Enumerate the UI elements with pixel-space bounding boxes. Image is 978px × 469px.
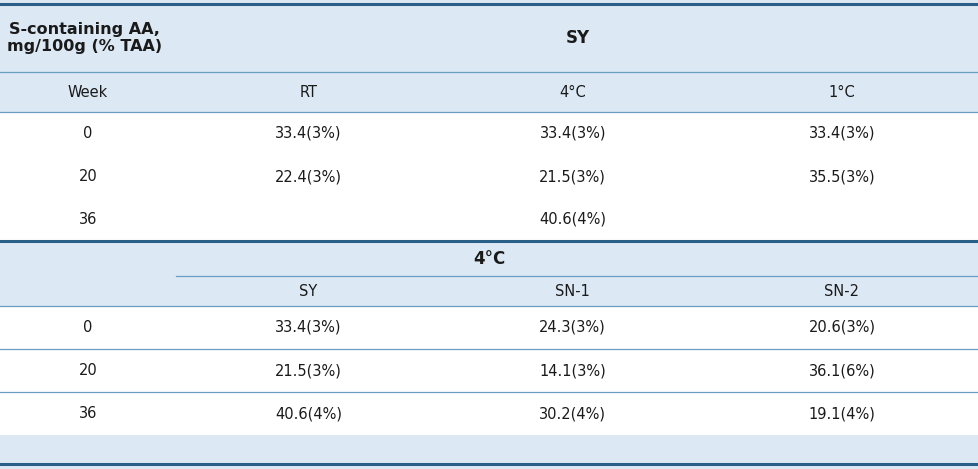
Text: SN-1: SN-1 <box>555 283 590 298</box>
Text: 22.4(3%): 22.4(3%) <box>275 169 341 184</box>
Text: S-containing AA,
mg/100g (% TAA): S-containing AA, mg/100g (% TAA) <box>7 22 162 54</box>
Text: 35.5(3%): 35.5(3%) <box>808 169 874 184</box>
Text: SY: SY <box>299 283 317 298</box>
Bar <box>0 112 978 241</box>
Text: 21.5(3%): 21.5(3%) <box>539 169 605 184</box>
Text: SN-2: SN-2 <box>823 283 859 298</box>
Text: 20: 20 <box>78 363 98 378</box>
Text: 20: 20 <box>78 169 98 184</box>
Text: Week: Week <box>67 84 109 99</box>
Text: 40.6(4%): 40.6(4%) <box>275 406 341 421</box>
Text: 24.3(3%): 24.3(3%) <box>539 320 605 335</box>
Text: 4°C: 4°C <box>558 84 586 99</box>
Text: 33.4(3%): 33.4(3%) <box>275 320 341 335</box>
Text: SY: SY <box>565 29 589 47</box>
Text: 36.1(6%): 36.1(6%) <box>808 363 874 378</box>
Bar <box>0 241 978 306</box>
Text: RT: RT <box>299 84 317 99</box>
Text: 33.4(3%): 33.4(3%) <box>275 126 341 141</box>
Text: 1°C: 1°C <box>827 84 855 99</box>
Text: 19.1(4%): 19.1(4%) <box>808 406 874 421</box>
Bar <box>0 4 978 72</box>
Bar <box>0 306 978 435</box>
Text: 14.1(3%): 14.1(3%) <box>539 363 605 378</box>
Text: 4°C: 4°C <box>473 250 505 267</box>
Text: 30.2(4%): 30.2(4%) <box>539 406 605 421</box>
Text: 36: 36 <box>79 212 97 227</box>
Text: 0: 0 <box>83 320 93 335</box>
Bar <box>0 72 978 112</box>
Text: 33.4(3%): 33.4(3%) <box>808 126 874 141</box>
Text: 21.5(3%): 21.5(3%) <box>275 363 341 378</box>
Text: 40.6(4%): 40.6(4%) <box>539 212 605 227</box>
Text: 33.4(3%): 33.4(3%) <box>539 126 605 141</box>
Text: 36: 36 <box>79 406 97 421</box>
Text: 0: 0 <box>83 126 93 141</box>
Text: 20.6(3%): 20.6(3%) <box>808 320 874 335</box>
